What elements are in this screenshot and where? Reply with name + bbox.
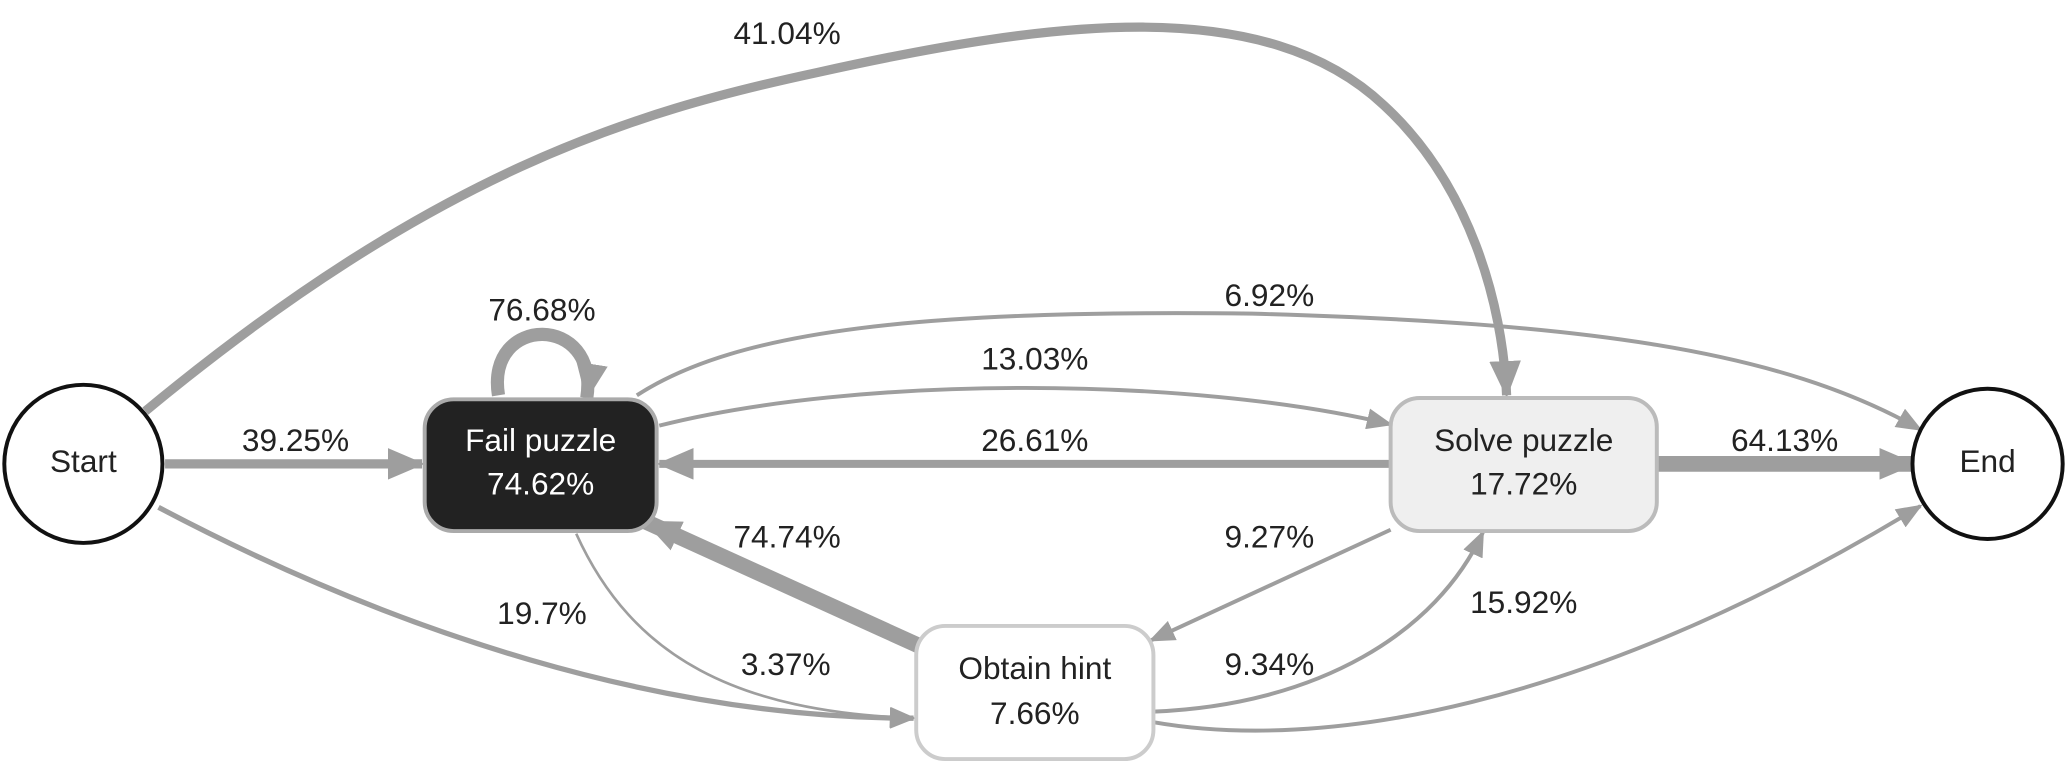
- edge-label: 76.68%: [488, 292, 595, 328]
- edge: [575, 533, 917, 728]
- edge-label: 74.74%: [733, 518, 840, 554]
- edge-label: 13.03%: [981, 340, 1088, 376]
- edge-label: 26.61%: [981, 422, 1088, 458]
- edge-label: 6.92%: [1225, 277, 1315, 313]
- edge: [157, 505, 917, 729]
- edge-label: 41.04%: [733, 15, 840, 51]
- edge-label: 64.13%: [1731, 422, 1838, 458]
- node-value: 74.62%: [487, 466, 594, 502]
- solve-node: [1388, 395, 1659, 534]
- edge: [142, 22, 1521, 415]
- node-label: Solve puzzle: [1434, 422, 1613, 458]
- edge: [1153, 529, 1485, 714]
- node-label: Fail puzzle: [465, 422, 616, 458]
- edge-label: 19.7%: [497, 595, 587, 631]
- end-node: [1910, 386, 2065, 541]
- edge-label: 3.37%: [741, 646, 831, 682]
- node-label: End: [1959, 443, 2015, 479]
- edge-label: 9.34%: [1225, 646, 1315, 682]
- start-node: [2, 382, 165, 545]
- edge-label: 9.27%: [1225, 518, 1315, 554]
- edge: [490, 327, 608, 401]
- node-label: Start: [50, 443, 117, 479]
- edge: [658, 385, 1394, 430]
- edge: [642, 514, 923, 653]
- edge: [1148, 527, 1392, 643]
- node-value: 17.72%: [1470, 466, 1577, 502]
- node-value: 7.66%: [990, 695, 1080, 731]
- edge: [635, 311, 1923, 432]
- hint-node: [914, 623, 1156, 762]
- edge-label: 15.92%: [1470, 584, 1577, 620]
- node-label: Obtain hint: [958, 650, 1111, 686]
- edge-label: 39.25%: [242, 422, 349, 458]
- fail-node: [422, 397, 659, 534]
- edge: [1153, 504, 1923, 733]
